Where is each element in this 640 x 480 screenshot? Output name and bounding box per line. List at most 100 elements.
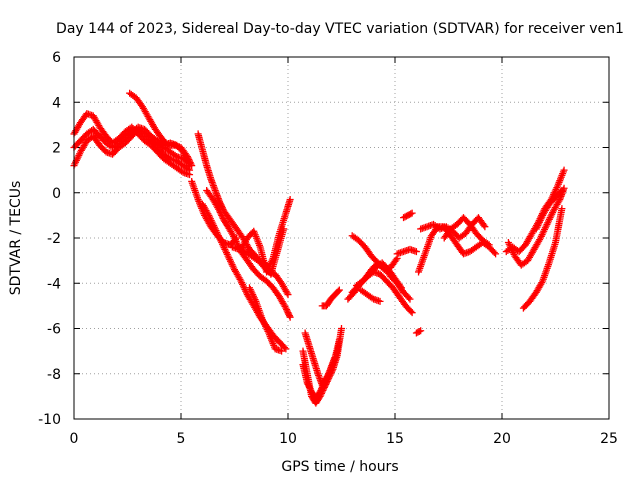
grid (74, 57, 609, 419)
x-tick-label: 5 (177, 431, 186, 447)
data-point (396, 282, 404, 290)
series-s31 (532, 186, 566, 233)
data-point (320, 379, 328, 387)
data-point (318, 385, 326, 393)
series-s16 (318, 286, 343, 310)
data-point (216, 207, 224, 215)
data-point (405, 294, 413, 302)
x-tick-label: 0 (70, 431, 79, 447)
data-point (317, 386, 325, 394)
data-point (283, 289, 291, 297)
series-s11 (237, 196, 294, 276)
data-point (392, 256, 400, 264)
series-s28 (502, 166, 568, 256)
data-point (323, 374, 331, 382)
data-point (338, 325, 345, 332)
data-point (324, 371, 332, 379)
data-point (555, 197, 563, 205)
y-tick-label: 2 (52, 141, 61, 157)
data-point (415, 328, 423, 336)
x-tick-label: 15 (386, 431, 404, 447)
series-s20 (357, 286, 384, 305)
data-point (322, 376, 330, 384)
data-point (406, 295, 414, 303)
data-point (281, 303, 289, 311)
data-point (281, 344, 289, 352)
data-point (184, 165, 192, 173)
series-s27 (440, 214, 493, 249)
data-point (335, 286, 343, 294)
data-point (333, 347, 341, 355)
data-point (558, 186, 566, 194)
y-tick-label: -6 (47, 322, 61, 338)
data-point (323, 373, 331, 381)
y-axis-label: SDTVAR / TECUs (8, 181, 24, 296)
x-tick-label: 20 (493, 431, 511, 447)
data-point (492, 250, 500, 258)
series-s21 (348, 232, 401, 274)
data-point (218, 211, 226, 219)
x-tick-label: 25 (600, 431, 618, 447)
data-point (490, 248, 498, 256)
data-point (560, 166, 568, 174)
data-point (284, 309, 292, 317)
data-point (305, 383, 313, 391)
series-s15 (299, 347, 341, 403)
data-point (485, 241, 493, 249)
series-s25 (415, 223, 500, 276)
data-point (278, 347, 286, 355)
data-point (558, 205, 566, 213)
plot-frame (73, 56, 610, 420)
data-point (218, 213, 226, 221)
data-point (216, 208, 224, 216)
series-s23 (400, 209, 416, 222)
data-point (217, 210, 225, 218)
data-point (481, 223, 489, 231)
data-point (316, 388, 324, 396)
data-point (335, 336, 343, 344)
data-point (285, 310, 293, 318)
y-tick-label: -10 (38, 412, 61, 428)
data-point (484, 240, 492, 248)
data-points (70, 89, 568, 407)
series-s22 (393, 245, 420, 258)
series-s29 (504, 184, 568, 269)
y-tick-label: 6 (52, 50, 61, 66)
data-point (319, 382, 327, 390)
data-point (480, 221, 488, 229)
data-point (397, 284, 405, 292)
y-tick-label: -2 (47, 231, 61, 247)
y-tick-label: 0 (52, 186, 61, 202)
data-point (283, 307, 291, 315)
data-point (305, 382, 313, 390)
data-point (282, 304, 290, 312)
data-point (303, 379, 311, 387)
data-point (306, 385, 314, 393)
data-point (408, 209, 416, 217)
series-s30 (519, 205, 566, 312)
data-point (320, 380, 328, 388)
y-tick-label: -8 (47, 367, 61, 383)
data-point (538, 279, 546, 287)
data-point (286, 196, 294, 204)
data-point (215, 205, 223, 213)
data-point (186, 162, 194, 170)
data-point (285, 312, 293, 320)
axis-ticks: 0 5 10 15 20 25 -10 -8 -6 -4 -2 0 2 4 6 (38, 50, 618, 447)
data-point (408, 309, 416, 317)
data-point (318, 383, 326, 391)
data-point (283, 306, 291, 314)
data-point (334, 287, 342, 295)
series-s24 (412, 327, 425, 337)
data-point (557, 188, 565, 196)
data-point (284, 291, 292, 299)
x-tick-label: 10 (279, 431, 297, 447)
data-point (376, 297, 384, 305)
series-s12 (245, 284, 286, 355)
data-point (412, 248, 420, 256)
data-point (321, 377, 329, 385)
series-s5 (147, 137, 194, 170)
y-tick-label: 4 (52, 95, 61, 111)
data-point (282, 345, 290, 353)
